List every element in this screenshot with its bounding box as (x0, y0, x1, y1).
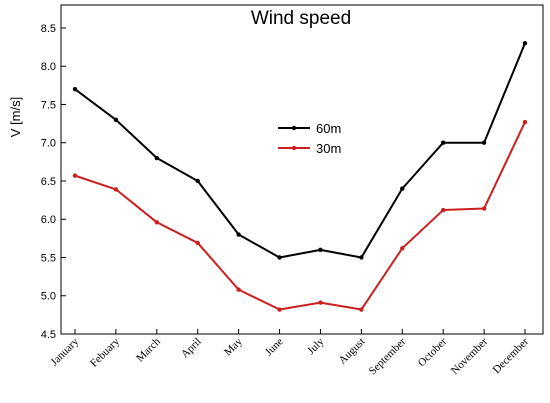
y-tick-label: 6.0 (41, 214, 56, 226)
legend-marker-30m (291, 145, 297, 151)
data-point-60m (522, 41, 528, 46)
y-tick-label: 8.5 (41, 23, 56, 35)
x-tick-label: August (337, 336, 368, 367)
y-tick-label: 5.5 (41, 252, 56, 264)
data-point-30m (154, 220, 160, 225)
legend-label-60m: 60m (316, 121, 341, 136)
x-tick-label: September (367, 335, 409, 377)
y-axis-label: V [m/s] (8, 97, 23, 137)
y-tick-label: 7.5 (41, 99, 56, 111)
data-point-60m (195, 178, 200, 184)
x-tick-label: April (179, 336, 204, 361)
series-line-30m (74, 121, 526, 311)
legend-marker-60m (291, 125, 297, 131)
data-point-30m (400, 246, 405, 251)
x-tick-label: November (449, 335, 491, 377)
x-tick-label: March (134, 335, 163, 364)
y-tick-label: 8.0 (41, 61, 56, 73)
y-tick-label: 5.0 (41, 291, 56, 303)
data-point-30m (440, 207, 446, 213)
series-line-60m (74, 42, 526, 259)
y-tick-label: 4.5 (41, 329, 56, 341)
legend-label-30m: 30m (316, 141, 341, 156)
plot-area-frame (60, 4, 544, 335)
data-point-30m (113, 187, 119, 192)
data-point-30m (277, 307, 282, 312)
data-point-30m (359, 307, 364, 312)
data-point-60m (318, 247, 323, 253)
data-point-60m (359, 255, 364, 260)
data-point-30m (195, 240, 200, 246)
data-point-30m (72, 173, 78, 178)
x-tick-label: December (491, 335, 532, 376)
y-tick-label: 6.5 (41, 176, 56, 188)
data-point-60m (236, 232, 241, 237)
x-tick-label: May (222, 335, 245, 358)
chart-title: Wind speed (251, 8, 351, 29)
data-point-60m (277, 255, 282, 260)
data-point-60m (481, 140, 487, 145)
y-tick-label: 7.0 (41, 138, 56, 150)
x-tick-label: June (263, 336, 286, 359)
data-point-60m (72, 86, 78, 92)
x-tick-label: October (416, 335, 450, 369)
x-tick-label: July (305, 335, 327, 357)
data-point-60m (113, 117, 119, 122)
data-point-60m (400, 186, 405, 191)
x-tick-label: Febuary (88, 335, 122, 369)
data-point-60m (440, 140, 446, 145)
data-point-30m (481, 206, 487, 211)
data-point-60m (154, 155, 160, 161)
data-point-30m (318, 300, 323, 305)
data-point-30m (522, 119, 528, 125)
data-point-30m (236, 287, 241, 292)
